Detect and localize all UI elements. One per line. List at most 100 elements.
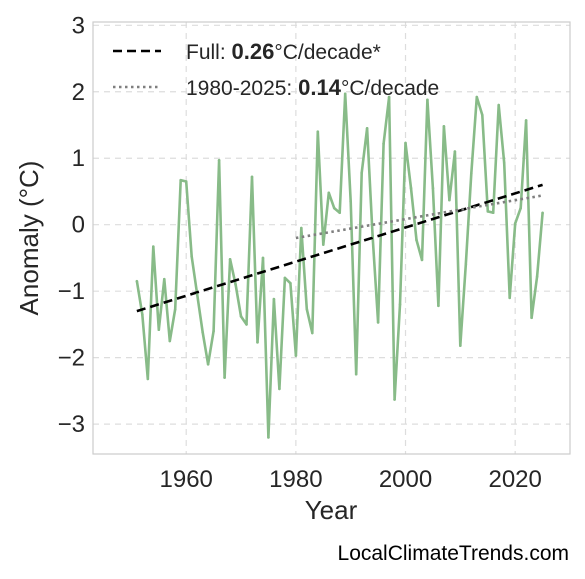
legend-entry: 1980-2025: 0.14°C/decade bbox=[186, 75, 439, 100]
data-point bbox=[305, 307, 309, 311]
data-point bbox=[316, 130, 320, 133]
data-point bbox=[146, 377, 150, 381]
y-tick-label: 1 bbox=[72, 145, 85, 172]
data-point bbox=[332, 206, 336, 210]
data-point bbox=[250, 175, 254, 179]
y-tick-label: 3 bbox=[72, 12, 85, 39]
data-point bbox=[256, 341, 259, 344]
data-point bbox=[519, 206, 522, 210]
data-point bbox=[508, 296, 511, 300]
data-point bbox=[415, 238, 418, 242]
y-tick-label: −3 bbox=[58, 411, 85, 438]
data-points bbox=[135, 92, 544, 439]
data-point bbox=[294, 354, 298, 357]
legend-label-suffix: °C/decade bbox=[341, 77, 439, 100]
data-point bbox=[491, 211, 495, 215]
data-point bbox=[261, 256, 265, 260]
plot-frame bbox=[92, 21, 571, 455]
data-point bbox=[321, 243, 325, 246]
data-point bbox=[217, 158, 221, 162]
data-point bbox=[365, 127, 369, 130]
data-point bbox=[212, 329, 215, 333]
data-point bbox=[371, 234, 374, 238]
data-point bbox=[453, 150, 457, 153]
data-point bbox=[135, 279, 139, 283]
data-point bbox=[426, 98, 429, 102]
x-tick-label: 2020 bbox=[488, 466, 541, 493]
data-point bbox=[343, 92, 347, 96]
data-point bbox=[168, 339, 172, 343]
legend-trend-value: 0.14 bbox=[298, 75, 342, 100]
data-point bbox=[152, 245, 155, 248]
legend-label-prefix: Full: bbox=[186, 41, 232, 64]
data-point bbox=[228, 257, 232, 261]
plot-area bbox=[93, 22, 570, 454]
legend-label-prefix: 1980-2025: bbox=[186, 77, 298, 100]
data-point bbox=[502, 161, 506, 165]
data-point bbox=[283, 276, 287, 280]
data-point bbox=[354, 372, 358, 376]
data-point bbox=[157, 328, 161, 332]
data-point bbox=[179, 178, 183, 182]
data-point bbox=[338, 211, 342, 215]
x-tick-label: 2000 bbox=[379, 466, 432, 493]
data-point bbox=[190, 255, 193, 258]
data-point bbox=[184, 180, 188, 183]
data-point bbox=[311, 331, 314, 335]
data-point bbox=[201, 331, 204, 334]
legend: Full: 0.26°C/decade*1980-2025: 0.14°C/de… bbox=[113, 39, 439, 100]
data-point bbox=[267, 436, 270, 439]
data-point bbox=[480, 113, 484, 117]
data-point bbox=[393, 398, 396, 401]
legend-entry: Full: 0.26°C/decade* bbox=[186, 39, 381, 64]
x-tick-label: 1980 bbox=[269, 466, 322, 493]
data-point bbox=[541, 211, 544, 215]
x-axis-ticks: 1960 1980 2000 2020 bbox=[160, 466, 542, 493]
data-point bbox=[387, 95, 391, 99]
data-point bbox=[497, 103, 501, 107]
data-point bbox=[530, 316, 533, 320]
data-point bbox=[459, 344, 462, 347]
x-axis-label: Year bbox=[305, 495, 358, 525]
data-point bbox=[300, 226, 303, 230]
data-point bbox=[475, 95, 479, 99]
y-axis-label: Anomaly (°C) bbox=[14, 161, 44, 316]
data-point bbox=[162, 277, 166, 281]
data-point bbox=[437, 304, 440, 308]
y-axis-ticks: −3 −2 −1 0 1 2 3 bbox=[58, 12, 85, 438]
data-point bbox=[272, 297, 276, 301]
data-point bbox=[470, 172, 473, 175]
data-point bbox=[239, 315, 243, 318]
data-point bbox=[382, 142, 385, 145]
data-point bbox=[245, 323, 248, 326]
data-point bbox=[141, 313, 144, 316]
data-point bbox=[195, 293, 199, 296]
y-tick-label: −1 bbox=[58, 278, 85, 305]
data-point bbox=[398, 303, 402, 306]
data-point bbox=[349, 200, 352, 203]
data-point bbox=[234, 283, 237, 286]
data-point bbox=[448, 198, 451, 202]
data-point bbox=[173, 307, 177, 311]
data-point bbox=[442, 125, 446, 128]
data-point bbox=[327, 191, 331, 195]
data-point bbox=[404, 141, 407, 145]
data-point bbox=[206, 362, 210, 366]
grid-lines bbox=[93, 22, 570, 454]
data-point bbox=[409, 186, 413, 190]
data-point bbox=[420, 258, 424, 262]
data-point bbox=[376, 321, 380, 324]
y-tick-label: 0 bbox=[72, 212, 85, 239]
legend-label-suffix: °C/decade* bbox=[274, 41, 380, 64]
trend-lines bbox=[136, 183, 543, 313]
x-tick-label: 1960 bbox=[160, 466, 213, 493]
data-point bbox=[360, 171, 363, 175]
data-point bbox=[289, 281, 292, 285]
data-point bbox=[431, 186, 435, 190]
data-point bbox=[278, 387, 281, 391]
y-tick-label: 2 bbox=[72, 79, 85, 106]
data-point bbox=[486, 210, 490, 213]
data-point bbox=[524, 119, 528, 122]
legend-trend-value: 0.26 bbox=[232, 39, 275, 64]
